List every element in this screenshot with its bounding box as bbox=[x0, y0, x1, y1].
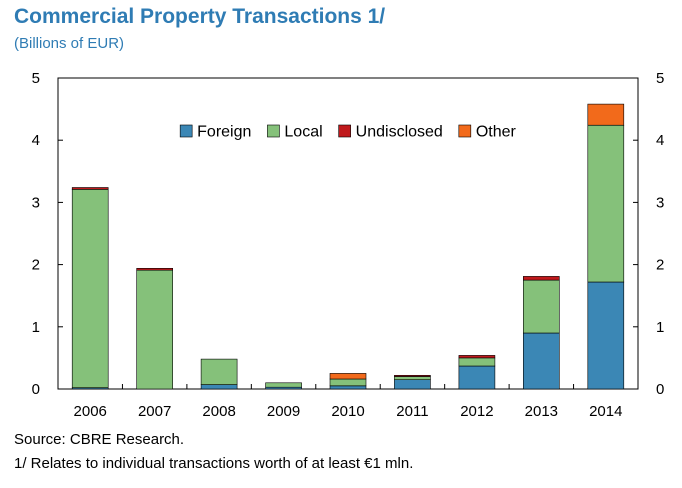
bar-foreign-2013 bbox=[522, 332, 560, 390]
left-tick-label-1: 1 bbox=[32, 319, 40, 336]
legend-label-local: Local bbox=[284, 124, 322, 141]
right-tick-label-0: 0 bbox=[656, 381, 664, 398]
legend-label-foreign: Foreign bbox=[197, 124, 251, 141]
x-tick-label-2014: 2014 bbox=[589, 403, 622, 420]
right-axis-ticks: 0 1 2 3 4 5 bbox=[633, 70, 664, 398]
bar-local-2014 bbox=[587, 125, 625, 283]
right-tick-label-5: 5 bbox=[656, 70, 664, 87]
legend-swatch-undisclosed bbox=[338, 124, 351, 138]
source-note: Source: CBRE Research. bbox=[14, 431, 185, 448]
right-tick-label-1: 1 bbox=[656, 319, 664, 336]
bar-local-2010 bbox=[329, 378, 367, 387]
bar-undisclosed-2006 bbox=[71, 187, 109, 190]
bar-undisclosed-2012 bbox=[458, 355, 496, 359]
legend-swatch-local bbox=[267, 124, 280, 138]
bar-local-2009 bbox=[265, 382, 302, 388]
x-tick-label-2013: 2013 bbox=[525, 403, 558, 420]
right-tick-label-4: 4 bbox=[656, 132, 664, 149]
bar-foreign-2010 bbox=[329, 385, 367, 390]
bar-local-2011 bbox=[394, 376, 431, 381]
bar-other-2010 bbox=[329, 373, 367, 380]
x-tick-label-2009: 2009 bbox=[267, 403, 300, 420]
bar-undisclosed-2013 bbox=[522, 276, 560, 281]
left-tick-label-4: 4 bbox=[32, 132, 40, 149]
x-tick-label-2007: 2007 bbox=[138, 403, 171, 420]
left-tick-label-5: 5 bbox=[32, 70, 40, 87]
x-tick-label-2011: 2011 bbox=[396, 403, 428, 420]
bar-undisclosed-2011 bbox=[394, 374, 431, 377]
chart-title: Commercial Property Transactions 1/ bbox=[14, 5, 386, 28]
left-tick-label-3: 3 bbox=[32, 194, 40, 211]
legend-swatch-other bbox=[458, 124, 472, 138]
bars-group bbox=[71, 103, 625, 390]
x-tick-label-2008: 2008 bbox=[202, 403, 235, 420]
bar-foreign-2012 bbox=[458, 365, 496, 390]
x-tick-label-2012: 2012 bbox=[460, 403, 493, 420]
bar-local-2007 bbox=[136, 269, 173, 390]
x-tick-label-2006: 2006 bbox=[74, 403, 107, 420]
legend-label-other: Other bbox=[476, 124, 517, 141]
bar-other-2014 bbox=[587, 103, 625, 126]
bar-local-2012 bbox=[458, 357, 496, 367]
x-axis-ticks: 2006 2007 2008 2009 2010 2011 2012 2013 2014 bbox=[74, 384, 622, 420]
left-axis-ticks: 0 1 2 3 4 5 bbox=[32, 70, 63, 398]
legend-swatch-foreign bbox=[179, 124, 193, 138]
bar-foreign-2014 bbox=[587, 281, 625, 390]
x-tick-label-2010: 2010 bbox=[331, 403, 364, 420]
bar-local-2006 bbox=[71, 189, 109, 388]
bar-undisclosed-2007 bbox=[136, 267, 173, 271]
bar-foreign-2011 bbox=[394, 379, 431, 390]
chart-subtitle: (Billions of EUR) bbox=[14, 35, 125, 52]
bar-local-2013 bbox=[522, 279, 560, 334]
bar-local-2008 bbox=[200, 358, 238, 385]
bar-foreign-2008 bbox=[200, 384, 238, 390]
left-tick-label-0: 0 bbox=[32, 381, 40, 398]
right-tick-label-3: 3 bbox=[656, 194, 664, 211]
right-tick-label-2: 2 bbox=[656, 257, 664, 274]
legend: Foreign Local Undisclosed Other bbox=[179, 124, 517, 141]
left-tick-label-2: 2 bbox=[32, 257, 40, 274]
legend-label-undisclosed: Undisclosed bbox=[356, 124, 443, 141]
footnote: 1/ Relates to individual transactions wo… bbox=[14, 455, 414, 472]
